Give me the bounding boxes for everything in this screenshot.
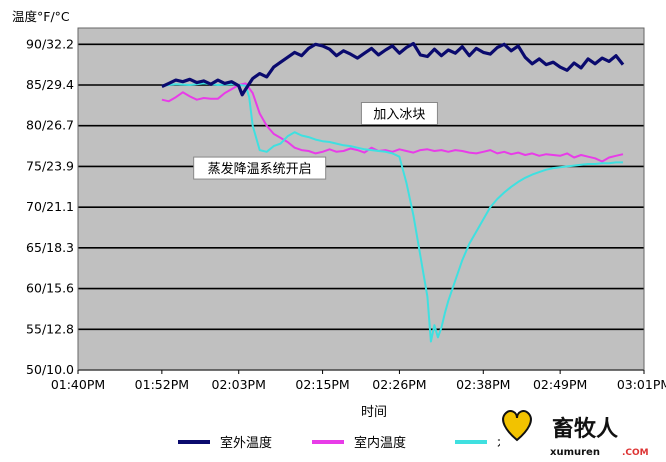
watermark-tld: .COM (622, 448, 649, 458)
y-axis-title: 温度°F/°C (12, 9, 70, 24)
x-tick-label: 01:40PM (51, 377, 105, 392)
series-layer (161, 41, 625, 343)
x-tick-label: 02:26PM (372, 377, 426, 392)
legend-label: 室内温度 (354, 435, 406, 451)
annotation-box (360, 102, 438, 125)
grid-lines (77, 27, 645, 371)
annotation-text: 蒸发降温系统开启 (208, 161, 312, 177)
y-tick-label: 70/21.1 (26, 199, 74, 214)
watermark-name-cn: 畜牧人 (552, 416, 618, 442)
x-tick-label: 01:52PM (135, 377, 189, 392)
watermark-logo: 畜牧人 xumuren .COM (500, 408, 666, 462)
legend-label: 室外温度 (220, 435, 272, 451)
annotation-box (193, 156, 327, 180)
x-tick-label: 03:01PM (617, 377, 666, 392)
y-tick-label: 50/10.0 (26, 362, 74, 377)
series-line-2 (161, 82, 623, 343)
watermark-domain: xumuren (550, 447, 600, 458)
y-tick-label: 65/18.3 (26, 240, 74, 255)
x-axis-ticks: 01:40PM 01:52PM 02:03PM 02:15PM 02:26PM 02:38… (51, 370, 666, 392)
plot-frame (77, 27, 645, 371)
y-tick-label: 85/29.4 (26, 77, 74, 92)
annotation-text: 加入冰块 (373, 108, 425, 123)
legend: 室外温度室内温度水温 (178, 435, 523, 451)
x-tick-label: 02:49PM (533, 377, 587, 392)
x-tick-label: 02:15PM (295, 377, 349, 392)
y-tick-label: 90/32.2 (26, 36, 74, 51)
y-tick-label: 80/26.7 (26, 118, 74, 133)
y-tick-label: 75/23.9 (26, 158, 74, 173)
plot-background (78, 28, 644, 370)
series-line-0 (161, 41, 625, 97)
x-tick-label: 02:03PM (212, 377, 266, 392)
y-axis-ticks: 50/10.0 55/12.8 60/15.6 65/18.3 70/21.1 75/23… (26, 36, 74, 377)
x-axis-title: 时间 (361, 405, 387, 420)
x-tick-label: 02:38PM (456, 377, 510, 392)
heart-logo-icon (502, 410, 532, 442)
y-tick-label: 55/12.8 (26, 321, 74, 336)
y-tick-label: 60/15.6 (26, 281, 74, 296)
